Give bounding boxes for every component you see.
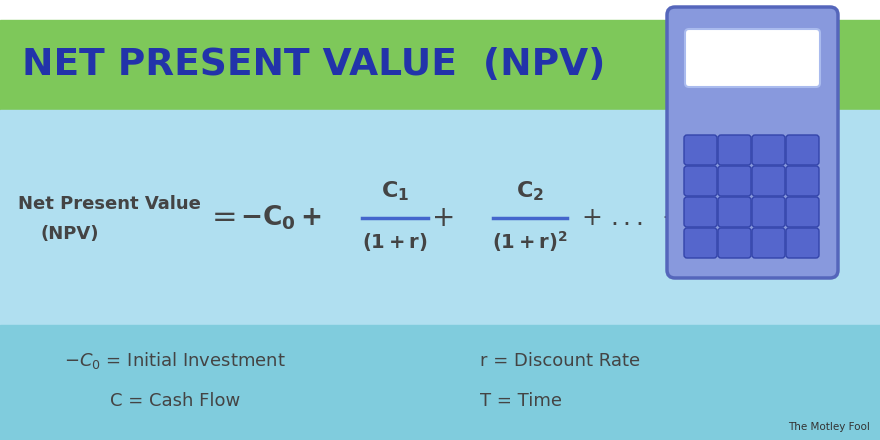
FancyBboxPatch shape bbox=[786, 166, 819, 196]
FancyBboxPatch shape bbox=[718, 228, 751, 258]
Bar bbox=[0, 0, 880, 20]
Text: $\mathbf{(1+r)^2}$: $\mathbf{(1+r)^2}$ bbox=[492, 229, 568, 254]
Text: $+\ ...\ +$: $+\ ...\ +$ bbox=[581, 205, 682, 230]
Bar bbox=[0, 325, 880, 440]
FancyBboxPatch shape bbox=[685, 29, 820, 87]
Bar bbox=[0, 110, 880, 325]
Text: $\mathbf{(1+r)}$: $\mathbf{(1+r)}$ bbox=[363, 231, 428, 253]
FancyBboxPatch shape bbox=[786, 135, 819, 165]
Text: The Motley Fool: The Motley Fool bbox=[788, 422, 870, 432]
FancyBboxPatch shape bbox=[752, 197, 785, 227]
FancyBboxPatch shape bbox=[786, 228, 819, 258]
FancyBboxPatch shape bbox=[718, 135, 751, 165]
Bar bbox=[0, 20, 880, 110]
Text: $-C_0$ = Initial Investment: $-C_0$ = Initial Investment bbox=[64, 350, 286, 371]
FancyBboxPatch shape bbox=[752, 166, 785, 196]
Text: $\mathbf{C_1}$: $\mathbf{C_1}$ bbox=[381, 180, 409, 203]
Text: r = Discount Rate: r = Discount Rate bbox=[480, 352, 640, 370]
Text: +: + bbox=[432, 203, 456, 231]
FancyBboxPatch shape bbox=[684, 228, 717, 258]
FancyBboxPatch shape bbox=[786, 197, 819, 227]
FancyBboxPatch shape bbox=[684, 135, 717, 165]
FancyBboxPatch shape bbox=[718, 166, 751, 196]
Text: $\mathbf{(1+r)^T}$: $\mathbf{(1+r)^T}$ bbox=[702, 229, 778, 254]
Text: $\mathbf{-C_0+}$: $\mathbf{-C_0+}$ bbox=[240, 203, 322, 232]
Text: T = Time: T = Time bbox=[480, 392, 562, 410]
Text: (NPV): (NPV) bbox=[40, 224, 99, 242]
FancyBboxPatch shape bbox=[684, 197, 717, 227]
FancyBboxPatch shape bbox=[752, 228, 785, 258]
Text: NET PRESENT VALUE  (NPV): NET PRESENT VALUE (NPV) bbox=[22, 47, 605, 83]
Text: =: = bbox=[212, 203, 238, 232]
Text: Net Present Value: Net Present Value bbox=[18, 194, 201, 213]
FancyBboxPatch shape bbox=[667, 7, 838, 278]
Text: $\mathbf{C_T}$: $\mathbf{C_T}$ bbox=[725, 180, 754, 203]
FancyBboxPatch shape bbox=[718, 197, 751, 227]
Text: $\mathbf{C_2}$: $\mathbf{C_2}$ bbox=[516, 180, 544, 203]
FancyBboxPatch shape bbox=[684, 166, 717, 196]
Text: C = Cash Flow: C = Cash Flow bbox=[110, 392, 240, 410]
FancyBboxPatch shape bbox=[752, 135, 785, 165]
